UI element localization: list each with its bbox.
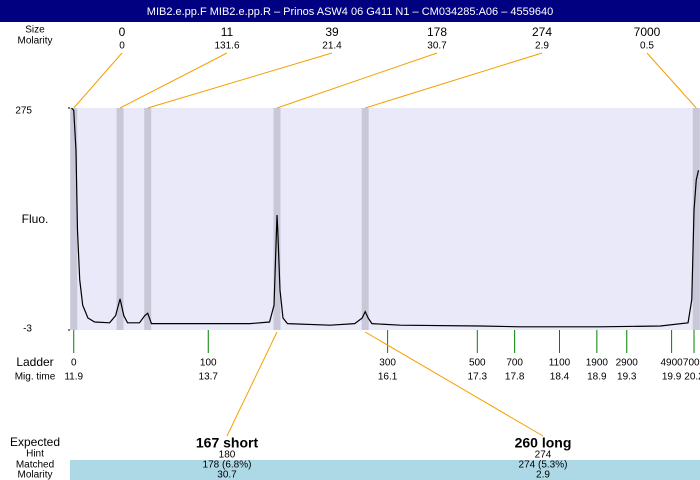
expected-hint: 180 <box>219 450 236 461</box>
ladder-size: 1900 <box>586 358 609 369</box>
ladder-size: 100 <box>200 358 217 369</box>
peak-connector <box>73 52 123 109</box>
ladder-time: 11.9 <box>64 372 83 383</box>
y-label: Fluo. <box>22 212 49 226</box>
ladder-time: 20.2 <box>684 372 700 383</box>
peak-molarity: 2.9 <box>535 41 549 52</box>
matched-row <box>70 460 700 480</box>
trace <box>71 107 700 328</box>
peak-connector <box>365 52 543 109</box>
expected-molarity-label: Molarity <box>17 470 52 480</box>
expected-connector <box>364 331 544 437</box>
y-tick-label: 275 <box>15 106 32 117</box>
peak-connector <box>147 52 333 109</box>
ladder-time: 19.9 <box>662 372 682 383</box>
peak-connector <box>646 52 697 109</box>
peak-band <box>361 108 369 330</box>
ladder-time: 18.4 <box>550 372 570 383</box>
mig-time-label: Mig. time <box>15 372 56 383</box>
expected-name: 167 short <box>196 435 259 451</box>
ladder-time: 13.7 <box>199 372 219 383</box>
ladder-time: 19.3 <box>617 372 637 383</box>
ladder-time: 16.1 <box>378 372 398 383</box>
expected-connector <box>226 331 278 437</box>
expected-molarity: 30.7 <box>217 470 237 480</box>
peak-size: 178 <box>427 25 447 39</box>
peak-band <box>70 108 78 330</box>
peak-size: 7000 <box>634 25 661 39</box>
ladder-time: 18.9 <box>587 372 607 383</box>
peak-size: 0 <box>119 25 126 39</box>
ladder-time: 17.3 <box>468 372 488 383</box>
peak-band <box>144 108 152 330</box>
ladder-size: 7000 <box>683 358 700 369</box>
peak-connector <box>119 52 228 109</box>
ladder-size: 1100 <box>549 358 571 369</box>
ladder-label: Ladder <box>16 355 53 369</box>
peak-size: 274 <box>532 25 552 39</box>
peak-size: 11 <box>221 25 234 39</box>
expected-molarity: 2.9 <box>536 470 550 480</box>
molarity-label: Molarity <box>17 36 52 47</box>
expected-label: Expected <box>10 435 60 449</box>
ladder-size: 4900 <box>660 358 683 369</box>
plot-area <box>70 108 700 330</box>
peak-band <box>692 108 700 330</box>
peak-molarity: 131.6 <box>214 41 239 52</box>
y-tick-label: -3 <box>23 324 32 335</box>
matched-label: Matched <box>16 460 54 471</box>
ladder-time: 17.8 <box>505 372 525 383</box>
expected-hint: 274 <box>535 450 552 461</box>
peak-molarity: 0 <box>119 41 125 52</box>
title-bar <box>0 0 700 22</box>
expected-matched: 274 (5.3%) <box>519 460 568 471</box>
ladder-size: 300 <box>379 358 396 369</box>
peak-size: 39 <box>325 25 339 39</box>
peak-molarity: 0.5 <box>640 41 654 52</box>
peak-band <box>116 108 124 330</box>
expected-matched: 178 (6.8%) <box>203 460 252 471</box>
ladder-size: 0 <box>71 358 77 369</box>
title: MIB2.e.pp.F MIB2.e.pp.R – Prinos ASW4 06… <box>147 6 553 18</box>
hint-label: Hint <box>26 449 44 460</box>
ladder-size: 500 <box>469 358 486 369</box>
expected-name: 260 long <box>515 435 572 451</box>
ladder-size: 2900 <box>616 358 639 369</box>
size-label: Size <box>25 25 45 36</box>
peak-connector <box>276 52 438 109</box>
peak-molarity: 30.7 <box>427 41 447 52</box>
ladder-size: 700 <box>506 358 523 369</box>
peak-molarity: 21.4 <box>322 41 342 52</box>
